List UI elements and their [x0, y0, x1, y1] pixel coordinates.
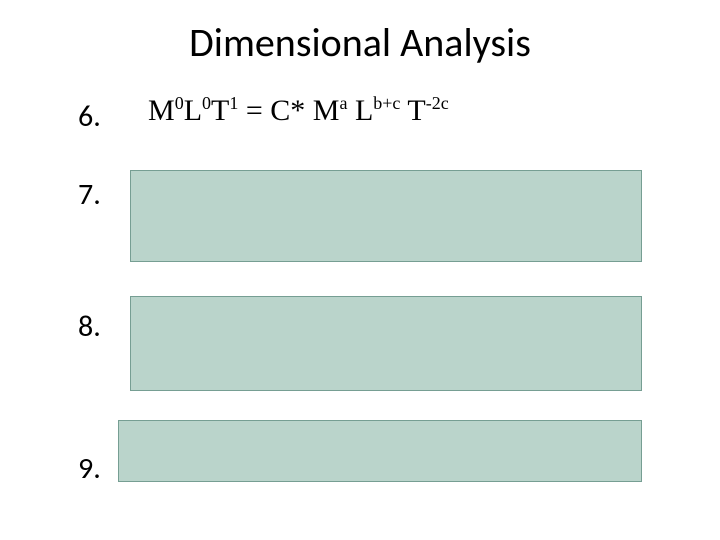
- answer-box-8: [130, 296, 642, 391]
- item-number-7: 7.: [78, 176, 101, 213]
- item-number-9: 9.: [78, 450, 101, 487]
- slide-title: Dimensional Analysis: [0, 18, 720, 67]
- slide-container: Dimensional Analysis 6. M0L0T1 = C* Ma L…: [0, 0, 720, 540]
- answer-box-7: [130, 170, 642, 262]
- equation-6: M0L0T1 = C* Ma Lb+c T-2c: [148, 94, 449, 128]
- answer-box-9: [118, 420, 642, 482]
- item-number-8: 8.: [78, 308, 101, 345]
- item-number-6: 6.: [78, 98, 101, 135]
